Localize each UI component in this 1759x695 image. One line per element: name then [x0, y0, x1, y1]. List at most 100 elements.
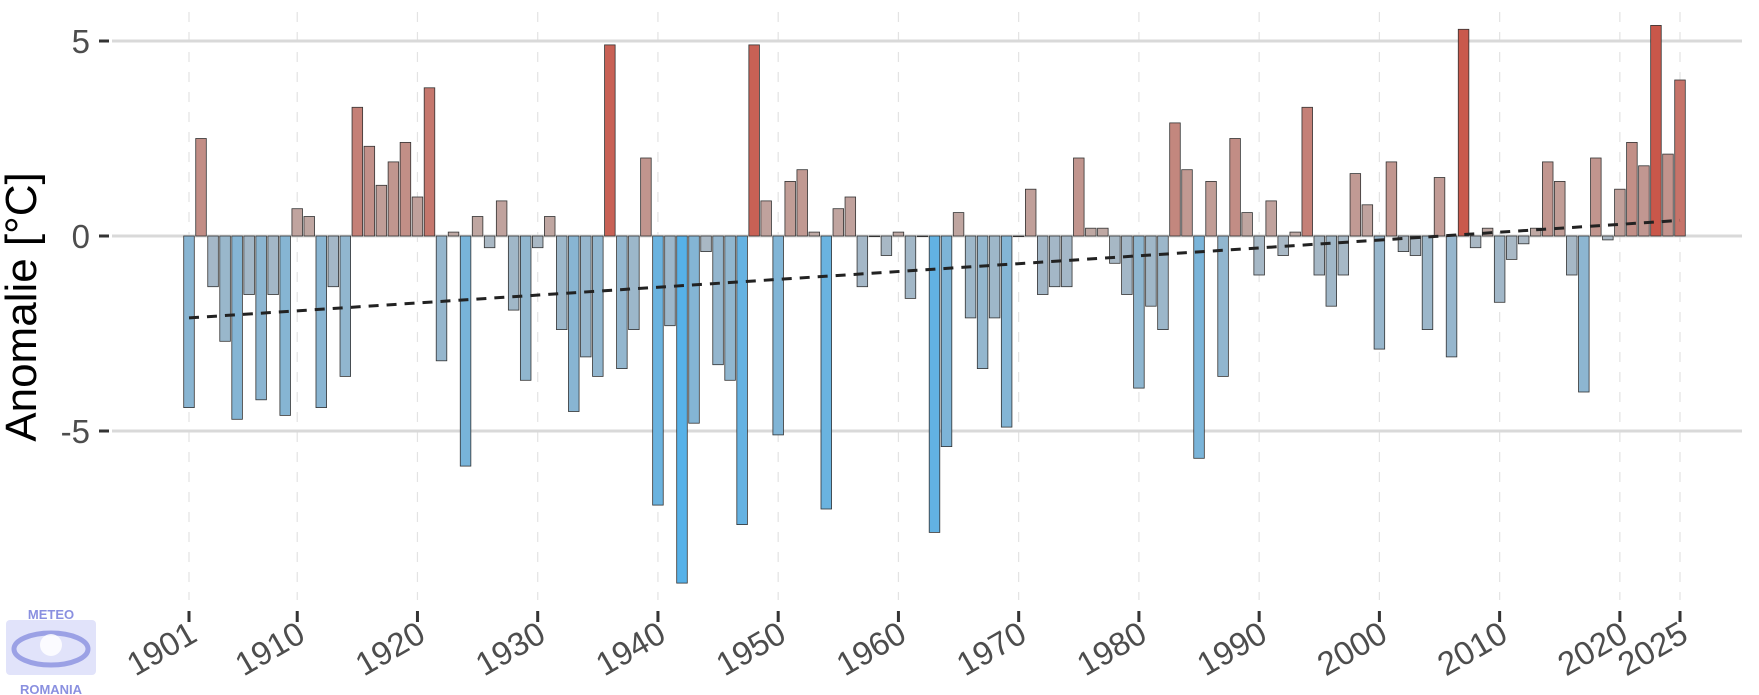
- bar-2014: [1542, 161, 1554, 237]
- bar-1927: [495, 200, 508, 237]
- bar-1908: [267, 235, 279, 295]
- bar-1964: [940, 235, 953, 448]
- bar-1915: [351, 106, 364, 237]
- bar-1934: [580, 235, 592, 358]
- bar-1916: [363, 145, 376, 237]
- bar-1968: [988, 235, 1001, 319]
- bar-2023: [1650, 24, 1662, 237]
- trend-line: [188, 218, 1681, 320]
- bar-1969: [1000, 235, 1013, 428]
- bar-1903: [207, 235, 219, 288]
- bar-1980: [1133, 235, 1145, 389]
- bar-1944: [700, 235, 712, 253]
- bar-1922: [435, 235, 448, 362]
- logo-ring: [11, 630, 91, 668]
- bar-1928: [507, 235, 520, 311]
- bar-1902: [195, 138, 207, 237]
- bar-1925: [471, 216, 484, 237]
- bar-1953: [808, 231, 820, 237]
- bars-group: [183, 24, 1686, 584]
- x-tick-label-1950: 1950: [710, 614, 792, 683]
- bar-1950: [772, 235, 784, 436]
- bar-1946: [724, 235, 736, 381]
- bar-2000: [1373, 235, 1386, 350]
- bar-1938: [628, 235, 640, 330]
- y-tick-label-0: 0: [72, 218, 90, 255]
- bar-2016: [1566, 235, 1578, 276]
- bar-1975: [1073, 157, 1085, 237]
- x-tick-label-2010: 2010: [1431, 614, 1513, 683]
- bar-1932: [556, 235, 568, 330]
- bar-1941: [664, 235, 676, 327]
- x-tick-label-2025: 2025: [1611, 614, 1693, 683]
- bar-1948: [748, 44, 760, 237]
- bar-1912: [315, 235, 327, 409]
- x-tick-label-2000: 2000: [1311, 614, 1393, 683]
- bar-1930: [532, 235, 544, 249]
- bar-2003: [1409, 235, 1422, 256]
- bar-1996: [1325, 235, 1337, 307]
- bar-1987: [1217, 235, 1229, 377]
- bar-1958: [868, 235, 881, 238]
- bar-1920: [411, 196, 424, 237]
- bar-2021: [1626, 141, 1638, 237]
- bar-1954: [820, 235, 832, 510]
- bar-1949: [760, 200, 772, 237]
- bar-1983: [1169, 122, 1181, 237]
- bar-1929: [519, 235, 532, 381]
- bar-1984: [1181, 169, 1193, 237]
- bar-1931: [544, 216, 556, 237]
- y-tick-label--5: -5: [61, 413, 90, 450]
- bar-1989: [1241, 212, 1253, 237]
- logo-top-text: METEO: [28, 607, 74, 622]
- bar-1936: [604, 44, 616, 237]
- bar-2010: [1493, 235, 1506, 303]
- bar-2018: [1590, 157, 1602, 237]
- bar-1981: [1145, 235, 1157, 307]
- y-tick-label-5: 5: [72, 23, 90, 60]
- x-tick-label-1920: 1920: [349, 614, 431, 683]
- bar-2020: [1614, 188, 1626, 237]
- x-tick-label-1940: 1940: [589, 614, 671, 683]
- bar-1971: [1025, 188, 1037, 237]
- bar-1910: [291, 208, 303, 237]
- bar-2022: [1638, 165, 1650, 237]
- bar-1904: [219, 235, 231, 342]
- bar-1913: [327, 235, 339, 288]
- x-tick-label-1980: 1980: [1070, 614, 1152, 683]
- bar-1951: [784, 180, 796, 237]
- logo-globe: [40, 634, 62, 656]
- bar-1926: [483, 235, 496, 249]
- bar-1959: [880, 235, 893, 256]
- bar-1937: [616, 235, 628, 370]
- bar-1972: [1037, 235, 1049, 295]
- bar-1939: [640, 157, 652, 237]
- bar-1993: [1289, 231, 1301, 237]
- bar-1967: [976, 235, 989, 370]
- bar-2005: [1433, 177, 1446, 237]
- bar-2006: [1445, 235, 1458, 358]
- bar-2012: [1517, 235, 1530, 245]
- bar-2025: [1674, 79, 1686, 237]
- bar-1982: [1157, 235, 1169, 330]
- bar-2002: [1397, 235, 1410, 253]
- bar-1990: [1253, 235, 1265, 276]
- bar-1957: [856, 235, 869, 288]
- x-tick-label-1930: 1930: [469, 614, 551, 683]
- bar-1976: [1085, 227, 1097, 237]
- bar-1977: [1097, 227, 1109, 237]
- bar-2015: [1554, 180, 1566, 237]
- bar-1905: [231, 235, 243, 420]
- bar-1970: [1012, 235, 1025, 238]
- bar-2017: [1578, 235, 1590, 393]
- x-tick-label-1960: 1960: [830, 614, 912, 683]
- bar-2011: [1505, 235, 1518, 260]
- bar-1933: [568, 235, 580, 412]
- y-axis-title: Anomalie [°C]: [0, 172, 46, 441]
- bar-1919: [399, 141, 412, 237]
- bar-1985: [1193, 235, 1205, 459]
- bar-1998: [1349, 173, 1362, 237]
- bar-2004: [1421, 235, 1434, 330]
- y-axis: 5 0 -5: [61, 23, 109, 450]
- bar-2007: [1457, 28, 1470, 237]
